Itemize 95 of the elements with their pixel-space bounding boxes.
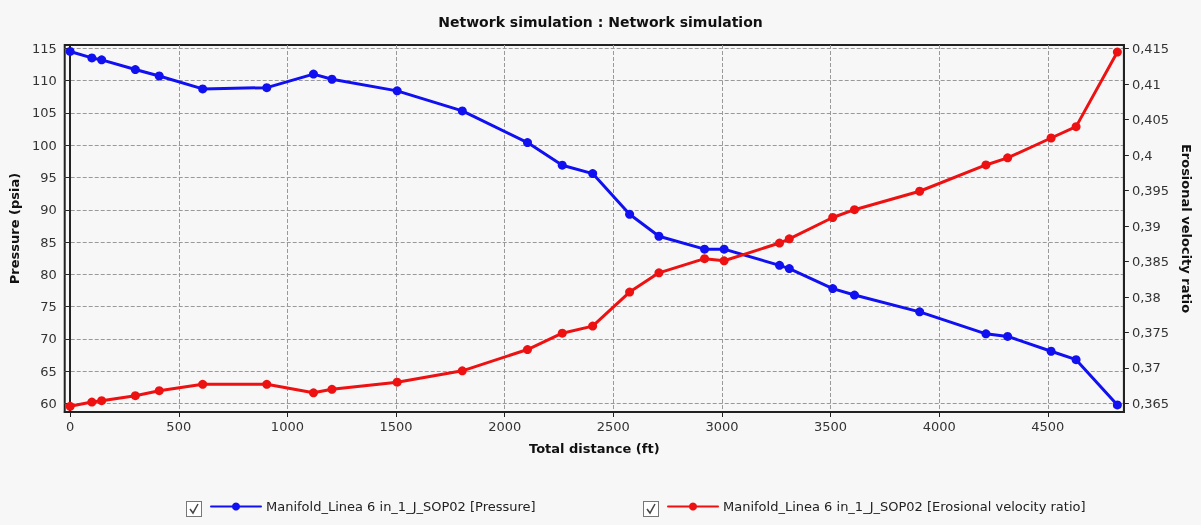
point (654, 231, 664, 241)
point (154, 386, 164, 396)
point (392, 377, 402, 387)
y2-tick-label: 0,38 (1131, 289, 1161, 305)
y-tick-label: 110 (31, 73, 57, 89)
point (981, 329, 991, 339)
point (588, 321, 598, 331)
y2-tick-label: 0,415 (1131, 41, 1170, 57)
x-tick-label: 3000 (705, 419, 739, 434)
point (130, 65, 140, 75)
y2-tick-label: 0,375 (1131, 325, 1170, 340)
point (784, 264, 794, 274)
point (1003, 331, 1013, 341)
point (719, 256, 729, 266)
x-tick-label: 3500 (814, 419, 848, 434)
point (262, 379, 272, 389)
point (1071, 355, 1081, 365)
chart-title: Network simulation : Network simulation (438, 14, 763, 30)
point (523, 345, 532, 355)
point (915, 307, 925, 317)
point (198, 84, 208, 94)
point (828, 284, 838, 294)
point (97, 55, 107, 65)
point (65, 46, 75, 56)
point (557, 160, 567, 170)
x-tick-label: 2000 (488, 419, 522, 434)
y-tick-label: 65 (40, 363, 57, 379)
y2-axis-title: Erosional velocity ratio (1179, 143, 1194, 314)
point (849, 205, 859, 215)
y-tick-label: 80 (40, 266, 57, 282)
y-tick-label: 60 (40, 396, 57, 412)
y2-tick-label: 0,385 (1131, 254, 1170, 270)
point (523, 138, 532, 148)
point (784, 234, 794, 244)
point (1112, 47, 1122, 57)
y2-tick-label: 0,395 (1131, 183, 1170, 199)
point (65, 401, 75, 411)
y-tick-label: 105 (31, 105, 57, 121)
point (654, 268, 664, 278)
y2-tick-label: 0,41 (1131, 76, 1161, 92)
x-tick-label: 1000 (270, 419, 304, 434)
point (719, 244, 729, 254)
point (130, 391, 140, 401)
point (588, 169, 598, 179)
point (198, 379, 208, 389)
point (828, 213, 838, 222)
x-tick-label: 0 (66, 419, 75, 434)
point (327, 384, 337, 394)
y-axis-title: Pressure (psia) (7, 172, 22, 285)
point (154, 71, 164, 81)
point (700, 254, 710, 264)
point (1046, 133, 1056, 143)
y-tick-label: 95 (40, 169, 57, 185)
y2-tick-label: 0,365 (1131, 395, 1170, 411)
x-tick-label: 2500 (596, 419, 630, 434)
x-tick-label: 4500 (1031, 419, 1065, 434)
point (87, 397, 97, 407)
y-tick-label: 85 (40, 234, 57, 250)
y-tick-label: 75 (40, 299, 57, 315)
point (262, 83, 272, 93)
y2-tick-label: 0,4 (1131, 147, 1153, 163)
point (1046, 346, 1056, 356)
point (327, 74, 337, 84)
point (981, 160, 991, 170)
point (457, 366, 467, 376)
y2-tick-label: 0,37 (1131, 360, 1161, 376)
point (625, 287, 635, 297)
point (775, 238, 785, 248)
point (1071, 122, 1081, 132)
y2-tick-label: 0,39 (1131, 218, 1161, 234)
point (308, 69, 318, 79)
y-tick-label: 115 (31, 40, 57, 56)
point (625, 209, 635, 219)
point (849, 290, 859, 300)
point (1112, 400, 1122, 410)
x-tick-label: 500 (166, 419, 192, 434)
point (700, 244, 710, 254)
point (915, 186, 925, 196)
y-tick-label: 70 (40, 331, 57, 347)
point (97, 396, 107, 406)
point (775, 260, 785, 270)
point (557, 328, 567, 338)
x-axis-title: Total distance (ft) (529, 441, 660, 456)
point (392, 86, 402, 96)
point (1003, 153, 1013, 163)
y2-tick-label: 0,405 (1131, 112, 1170, 128)
x-tick-label: 1500 (379, 419, 413, 434)
legend-label: Manifold_Linea 6 in_1_J_SOP02 [Erosional velocity ratio] (723, 499, 1086, 514)
y-tick-label: 90 (40, 202, 57, 218)
y-tick-label: 100 (31, 137, 57, 153)
point (87, 53, 97, 63)
point (308, 388, 318, 398)
legend-label: Manifold_Linea 6 in_1_J_SOP02 [Pressure] (266, 499, 536, 514)
point (457, 106, 467, 116)
x-tick-label: 4000 (922, 419, 956, 434)
